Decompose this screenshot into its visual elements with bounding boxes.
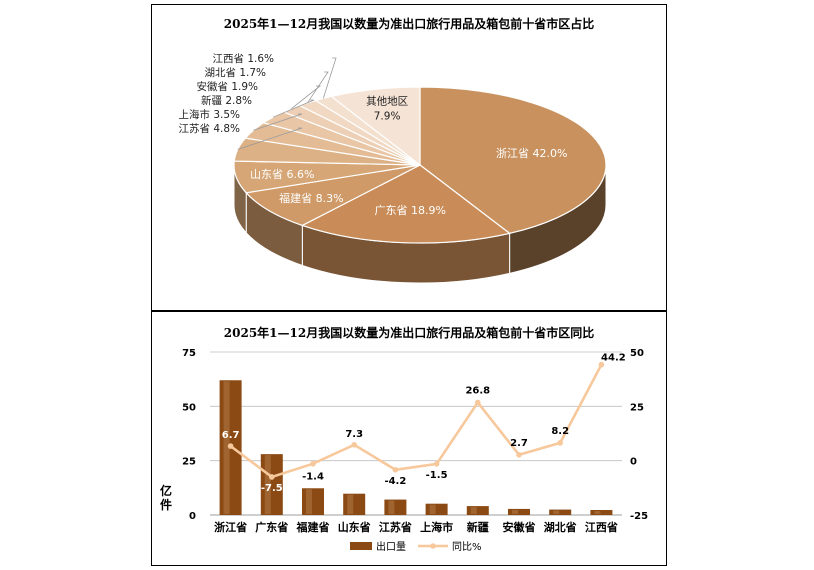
x-tick-label: 山东省 — [338, 520, 371, 534]
yoy-label-6: 26.8 — [465, 385, 490, 396]
pie-chart-panel: 2025年1—12月我国以数量为准出口旅行用品及箱包前十省市区占比 浙江省 42… — [151, 4, 667, 311]
yoy-point-0 — [227, 443, 234, 449]
pie-leader-7 — [291, 85, 322, 109]
y-axis-label-char: 亿 — [160, 483, 172, 498]
pie-label-8: 湖北省 1.7% — [204, 66, 266, 79]
pie-label-10-name: 其他地区 — [366, 95, 408, 108]
legend-label-line: 同比% — [452, 541, 482, 553]
pie-label-0: 浙江省 42.0% — [496, 147, 567, 160]
bar-highlight-9 — [594, 511, 601, 514]
pie-label-6: 新疆 2.8% — [201, 94, 252, 107]
legend: 出口量 同比% — [350, 540, 482, 553]
y-tick-label: 25 — [182, 457, 196, 468]
pie-label-3: 山东省 6.6% — [250, 168, 314, 181]
x-tick-label: 广东省 — [255, 520, 288, 534]
pie-label-2: 福建省 8.3% — [279, 191, 343, 205]
bar-highlight-7 — [512, 509, 518, 514]
legend-swatch-bar — [350, 542, 372, 550]
pie-leader-5 — [253, 113, 303, 131]
pie-slice-10 — [330, 86, 421, 167]
yoy-point-6 — [475, 399, 481, 406]
yoy-label-5: -1.5 — [426, 470, 448, 481]
bar-highlight-3 — [347, 494, 354, 514]
x-tick-label: 新疆 — [467, 520, 489, 534]
x-tick-label: 湖北省 — [544, 520, 577, 534]
x-tick-label: 福建省 — [296, 520, 330, 534]
bar-2 — [302, 488, 324, 515]
pie-label-7: 安徽省 1.9% — [196, 80, 258, 93]
pie-slice-2 — [245, 164, 421, 227]
x-tick-label: 安徽省 — [503, 520, 536, 534]
yoy-point-8 — [557, 440, 563, 446]
y2-tick-label: 25 — [630, 402, 644, 413]
y2-tick-label: -25 — [630, 511, 648, 522]
yoy-label-8: 8.2 — [551, 426, 569, 437]
yoy-line — [229, 363, 603, 479]
bar-chart-panel: 2025年1—12月我国以数量为准出口旅行用品及箱包前十省市区同比 0 25 50 7… — [151, 311, 667, 566]
bar-highlight-8 — [553, 510, 560, 514]
yoy-label-3: 7.3 — [345, 429, 363, 440]
pie-leader-4 — [237, 127, 303, 150]
legend-label-bar: 出口量 — [376, 540, 406, 553]
x-tick-label: 江苏省 — [379, 520, 412, 534]
x-tick-label: 上海市 — [420, 520, 453, 534]
bar-6 — [466, 506, 489, 515]
yoy-label-0: 6.7 — [222, 430, 240, 441]
yoy-label-7: 2.7 — [510, 438, 528, 449]
pie-label-1: 广东省 18.9% — [374, 204, 445, 217]
y-tick-label: 0 — [189, 511, 196, 522]
yoy-point-1 — [269, 474, 275, 480]
pie-leader-8 — [307, 71, 329, 104]
bar-1 — [260, 454, 283, 515]
pie-leader-6 — [272, 99, 315, 118]
bar-3 — [343, 493, 366, 515]
bar-highlight-4 — [388, 500, 395, 514]
y-tick-label: 50 — [182, 402, 196, 413]
yoy-point-2 — [310, 460, 316, 467]
x-tick-label: 江西省 — [585, 520, 618, 534]
x-tick-label: 浙江省 — [214, 520, 247, 534]
y-axis-label-char: 件 — [160, 497, 172, 512]
bar-chart-title: 2025年1—12月我国以数量为准出口旅行用品及箱包前十省市区同比 — [223, 326, 595, 340]
bar-highlight-2 — [306, 489, 312, 514]
pie-label-9: 江西省 1.6% — [212, 52, 274, 65]
pie-chart: 浙江省 42.0% 广东省 18.9% 福建省 8.3% 山东省 6.6% 江苏省 4.… — [178, 52, 607, 284]
legend-marker-line — [430, 543, 436, 549]
yoy-label-9: 44.2 — [601, 353, 626, 364]
pie-slice-1 — [300, 164, 511, 244]
bar-9 — [590, 510, 613, 515]
bar-highlight-5 — [429, 504, 436, 514]
pie-slices — [233, 86, 607, 244]
yoy-point-7 — [516, 451, 522, 458]
y-tick-label: 75 — [182, 348, 196, 359]
y2-tick-label: 50 — [630, 348, 644, 359]
bar-7 — [508, 508, 530, 515]
bar-8 — [549, 509, 572, 515]
yoy-label-2: -1.4 — [302, 472, 324, 483]
pie-labels: 浙江省 42.0% 广东省 18.9% 福建省 8.3% 山东省 6.6% 江苏省 4.… — [178, 52, 567, 217]
gridlines — [210, 351, 622, 516]
yoy-point-4 — [392, 466, 399, 473]
pie-label-4: 江苏省 4.8% — [178, 122, 240, 135]
pie-label-10-value: 7.9% — [374, 111, 401, 123]
pie-label-5: 上海市 3.5% — [178, 108, 240, 121]
bars — [219, 380, 613, 515]
bar-highlight-1 — [264, 455, 271, 514]
pie-slice-0 — [419, 86, 607, 235]
yoy-point-5 — [433, 461, 440, 467]
pie-chart-title: 2025年1—12月我国以数量为准出口旅行用品及箱包前十省市区占比 — [223, 17, 595, 31]
bar-4 — [384, 499, 407, 515]
bar-5 — [425, 503, 448, 515]
yoy-point-3 — [351, 442, 357, 448]
y2-tick-label: 0 — [630, 457, 637, 468]
yoy-point-9 — [598, 361, 605, 368]
pie-leader-9 — [322, 57, 337, 99]
yoy-label-1: -7.5 — [261, 483, 283, 494]
pie-side-walls — [233, 164, 607, 284]
bar-highlight-0 — [223, 381, 230, 514]
bar-highlight-6 — [470, 507, 477, 514]
yoy-label-4: -4.2 — [384, 476, 406, 487]
